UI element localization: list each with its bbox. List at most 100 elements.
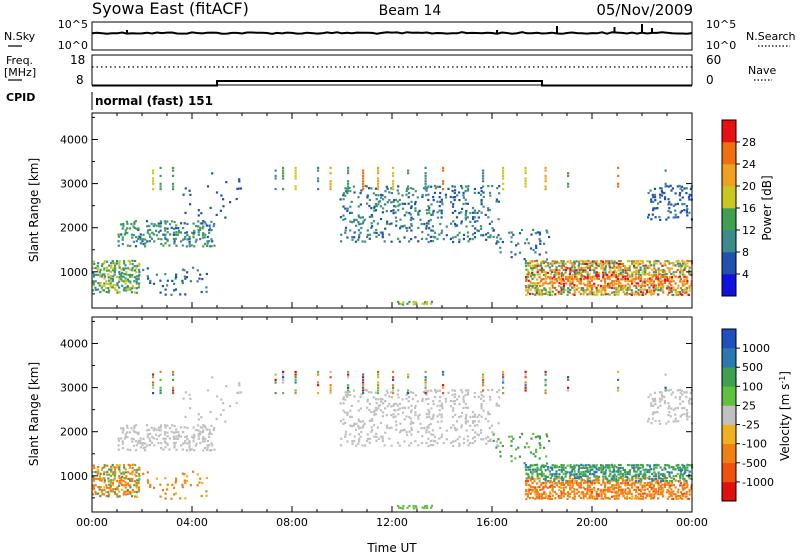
power-cell: [659, 273, 662, 276]
velocity-cell: [210, 449, 213, 452]
power-cell: [425, 300, 428, 304]
velocity-cell: [573, 497, 576, 500]
velocity-cell: [541, 497, 544, 500]
power-cell: [557, 290, 560, 294]
power-cell: [372, 220, 376, 223]
power-cell: [381, 231, 384, 234]
power-cell: [407, 172, 410, 175]
velocity-cell: [458, 403, 461, 406]
power-cell: [602, 274, 605, 277]
power-cell: [118, 273, 121, 276]
power-cell: [491, 227, 494, 230]
power-cell: [654, 284, 657, 287]
power-cell: [164, 273, 167, 276]
velocity-cell: [118, 475, 121, 478]
power-cell: [529, 247, 533, 250]
power-cell: [317, 169, 320, 172]
velocity-cell: [529, 451, 533, 454]
power-cell: [427, 222, 430, 225]
power-cell: [375, 228, 378, 232]
power-cell: [103, 282, 106, 285]
velocity-cell: [466, 406, 469, 409]
power-cell: [427, 205, 430, 208]
power-cell: [544, 282, 547, 285]
velocity-cell: [615, 479, 618, 483]
velocity-cell: [641, 466, 644, 469]
power-cell: [466, 189, 470, 192]
header-date: 05/Nov/2009: [596, 1, 693, 19]
power-cell: [370, 214, 373, 217]
power-cell: [202, 220, 205, 223]
velocity-cell: [408, 415, 411, 419]
velocity-cell: [580, 492, 583, 495]
velocity-cell: [597, 477, 600, 480]
velocity-cell: [654, 400, 657, 403]
velocity-cell: [591, 466, 594, 469]
nsky-panel: N.Sky 10^5 10^0 10^5 10^0 N.Search: [4, 18, 796, 52]
velocity-colorbar-block: [722, 462, 736, 483]
power-cell: [210, 229, 213, 232]
power-cell: [630, 260, 634, 263]
power-cell: [172, 185, 175, 188]
velocity-cell: [495, 440, 499, 443]
power-cell: [681, 196, 684, 199]
velocity-cell: [110, 470, 113, 473]
power-cell: [539, 240, 542, 243]
velocity-cell: [488, 426, 491, 429]
power-cell: [152, 169, 155, 172]
power-cell: [440, 231, 443, 235]
velocity-cell: [618, 477, 621, 480]
power-cell: [679, 278, 682, 281]
velocity-cell: [179, 435, 183, 438]
velocity-cell: [544, 477, 547, 480]
velocity-cell: [662, 495, 665, 498]
power-cell: [409, 213, 412, 216]
velocity-cell: [593, 464, 596, 467]
power-cell: [174, 233, 178, 236]
power-cell: [137, 286, 140, 289]
velocity-cell: [665, 477, 668, 480]
velocity-cell: [576, 483, 579, 486]
power-cell: [551, 280, 554, 283]
velocity-cell: [562, 477, 565, 480]
velocity-cell: [274, 392, 277, 395]
power-cell: [405, 189, 408, 192]
power-cell: [624, 293, 627, 296]
velocity-cell: [398, 506, 401, 509]
power-cell: [129, 280, 132, 283]
velocity-cell: [103, 488, 106, 491]
power-cell: [578, 262, 581, 265]
power-cell: [587, 259, 590, 263]
velocity-cell: [122, 426, 125, 430]
velocity-cell: [384, 431, 387, 434]
power-cell: [126, 278, 130, 281]
power-cell: [654, 278, 658, 281]
velocity-cell: [536, 493, 539, 496]
power-cell: [421, 195, 424, 198]
power-cell: [555, 262, 558, 265]
power-cell: [466, 216, 469, 219]
velocity-cell: [661, 468, 664, 471]
velocity-cell: [600, 468, 603, 472]
power-cell: [631, 282, 634, 285]
power-cell: [138, 268, 141, 272]
power-cell: [405, 227, 408, 230]
power-cell: [188, 240, 191, 243]
velocity-cell: [604, 493, 607, 496]
power-cell: [113, 287, 116, 290]
power-cell: [137, 235, 140, 238]
power-cell: [141, 238, 144, 241]
velocity-cell: [664, 483, 667, 486]
power-cell: [569, 284, 572, 287]
power-cell: [554, 293, 557, 296]
velocity-cell: [686, 411, 689, 414]
velocity-cell: [377, 381, 380, 384]
power-cell: [686, 207, 689, 210]
velocity-cell: [360, 430, 363, 434]
power-cell: [641, 271, 644, 274]
power-cell: [346, 209, 349, 212]
power-cell: [487, 185, 490, 188]
velocity-cell: [531, 488, 534, 491]
power-cell: [520, 228, 524, 232]
